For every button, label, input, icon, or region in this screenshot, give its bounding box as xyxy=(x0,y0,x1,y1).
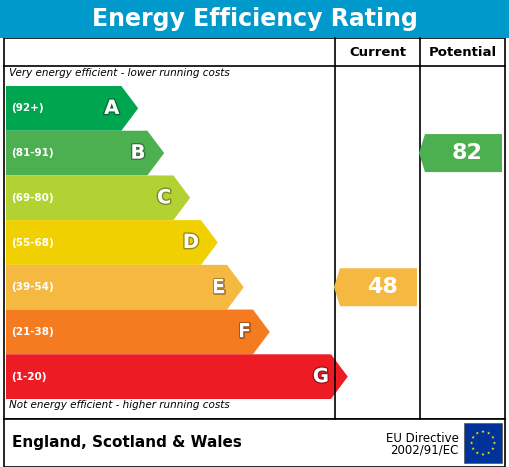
Polygon shape xyxy=(6,131,164,176)
Text: B: B xyxy=(131,143,146,163)
Bar xyxy=(4,419,505,467)
Polygon shape xyxy=(482,453,485,456)
Text: G: G xyxy=(313,367,329,386)
Polygon shape xyxy=(475,432,479,435)
Text: Energy Efficiency Rating: Energy Efficiency Rating xyxy=(92,7,417,31)
Polygon shape xyxy=(6,354,348,399)
Text: F: F xyxy=(238,322,251,341)
Polygon shape xyxy=(6,265,244,310)
Polygon shape xyxy=(475,451,479,454)
Bar xyxy=(464,423,502,463)
Bar xyxy=(4,38,505,419)
Text: D: D xyxy=(183,233,199,252)
Polygon shape xyxy=(491,436,495,439)
Text: 48: 48 xyxy=(367,277,398,297)
Text: (1-20): (1-20) xyxy=(11,372,46,382)
Text: 82: 82 xyxy=(452,143,483,163)
Polygon shape xyxy=(471,447,475,450)
Text: EU Directive: EU Directive xyxy=(386,432,459,445)
Text: (21-38): (21-38) xyxy=(11,327,54,337)
Text: (92+): (92+) xyxy=(11,103,44,113)
Polygon shape xyxy=(6,220,218,265)
Polygon shape xyxy=(6,176,190,220)
Bar xyxy=(0,0,509,38)
Text: 2002/91/EC: 2002/91/EC xyxy=(390,444,459,457)
Text: A: A xyxy=(104,99,120,118)
Polygon shape xyxy=(334,268,417,306)
Polygon shape xyxy=(470,441,473,445)
Text: (39-54): (39-54) xyxy=(11,282,54,292)
Text: (55-68): (55-68) xyxy=(11,238,54,248)
Polygon shape xyxy=(419,134,502,172)
Text: C: C xyxy=(157,188,172,207)
Polygon shape xyxy=(493,441,496,445)
Text: Very energy efficient - lower running costs: Very energy efficient - lower running co… xyxy=(9,68,230,78)
Text: Potential: Potential xyxy=(429,45,497,58)
Text: (69-80): (69-80) xyxy=(11,193,53,203)
Polygon shape xyxy=(482,430,485,433)
Polygon shape xyxy=(6,86,138,131)
Text: Current: Current xyxy=(349,45,406,58)
Text: E: E xyxy=(212,278,225,297)
Text: Not energy efficient - higher running costs: Not energy efficient - higher running co… xyxy=(9,400,230,410)
Polygon shape xyxy=(487,432,490,435)
Text: England, Scotland & Wales: England, Scotland & Wales xyxy=(12,436,242,451)
Text: (81-91): (81-91) xyxy=(11,148,53,158)
Polygon shape xyxy=(487,451,490,454)
Polygon shape xyxy=(471,436,475,439)
Polygon shape xyxy=(491,447,495,450)
Polygon shape xyxy=(6,310,270,354)
